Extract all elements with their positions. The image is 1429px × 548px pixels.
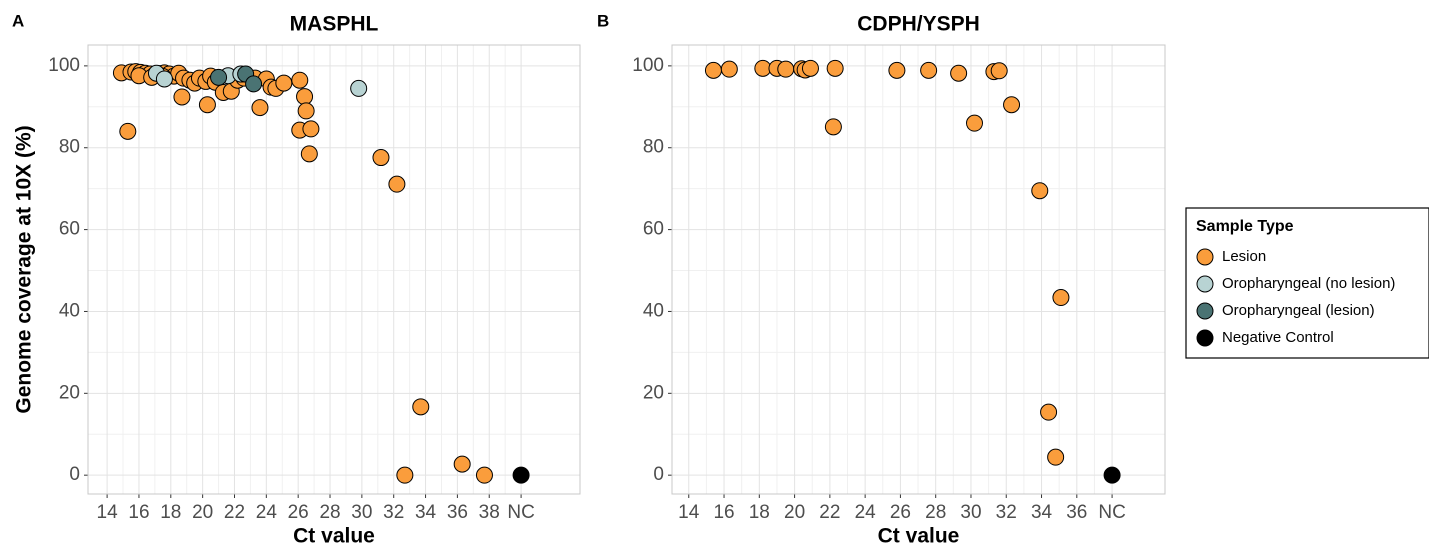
point (704, 61, 722, 79)
point (801, 59, 819, 77)
legend-label: Oropharyngeal (no lesion) (1222, 275, 1395, 292)
y-tick-label: 60 (59, 219, 80, 240)
point (1103, 466, 1121, 484)
legend-swatch (1196, 275, 1214, 293)
x-tick-label: 18 (160, 502, 181, 523)
y-tick-label: 60 (643, 219, 664, 240)
point (950, 64, 968, 82)
panel-label: A (12, 11, 24, 30)
x-tick-label: 28 (925, 502, 946, 523)
x-tick-label: 26 (288, 502, 309, 523)
legend-swatch (1196, 248, 1214, 266)
point (300, 145, 318, 163)
legend-label: Lesion (1222, 248, 1266, 265)
y-tick-label: 0 (653, 464, 664, 485)
y-tick-label: 40 (59, 300, 80, 321)
point (251, 99, 269, 117)
y-axis-label: Genome coverage at 10X (%) (13, 125, 36, 413)
x-tick-label: 24 (256, 502, 278, 523)
x-tick-label: 26 (890, 502, 911, 523)
legend-swatch (1196, 329, 1214, 347)
x-tick-label: 16 (713, 502, 734, 523)
point (350, 79, 368, 97)
point (372, 149, 390, 167)
point (826, 59, 844, 77)
point (1031, 182, 1049, 200)
legend-label: Oropharyngeal (lesion) (1222, 302, 1375, 319)
plot-border (671, 44, 1166, 495)
point (966, 114, 984, 132)
point (296, 88, 314, 106)
point (155, 70, 173, 88)
point (453, 455, 471, 473)
point (1003, 96, 1021, 114)
point (412, 398, 430, 416)
x-tick-label: 38 (479, 502, 500, 523)
x-tick-label: 32 (383, 502, 404, 523)
legend-title: Sample Type (1196, 218, 1294, 235)
point (396, 466, 414, 484)
x-tick-label: 32 (996, 502, 1017, 523)
point (1040, 403, 1058, 421)
point (777, 60, 795, 78)
x-tick-label: 22 (819, 502, 840, 523)
x-tick-label: 20 (192, 502, 213, 523)
y-tick-label: 40 (643, 300, 664, 321)
x-tick-label: NC (1098, 502, 1125, 523)
x-tick-label: NC (507, 502, 534, 523)
point (275, 74, 293, 92)
point (388, 175, 406, 193)
x-tick-label: 36 (1066, 502, 1087, 523)
x-axis-label: Ct value (293, 525, 375, 548)
x-tick-label: 34 (415, 502, 437, 523)
x-tick-label: 14 (678, 502, 700, 523)
point (754, 59, 772, 77)
y-tick-label: 100 (632, 55, 664, 76)
y-tick-label: 100 (48, 55, 80, 76)
x-tick-label: 18 (749, 502, 770, 523)
x-tick-label: 28 (319, 502, 340, 523)
legend-label: Negative Control (1222, 329, 1334, 346)
legend-swatch (1196, 302, 1214, 320)
x-tick-label: 30 (351, 502, 372, 523)
point (990, 62, 1008, 80)
y-tick-label: 80 (643, 137, 664, 158)
point (291, 71, 309, 89)
y-tick-label: 20 (59, 382, 80, 403)
x-tick-label: 30 (960, 502, 981, 523)
x-tick-label: 16 (128, 502, 149, 523)
x-tick-label: 20 (784, 502, 805, 523)
point (245, 75, 263, 93)
x-axis-label: Ct value (878, 525, 960, 548)
plot-border (87, 44, 581, 495)
point (210, 68, 228, 86)
x-tick-label: 24 (855, 502, 877, 523)
point (720, 60, 738, 78)
point (173, 88, 191, 106)
y-tick-label: 0 (69, 464, 80, 485)
point (475, 466, 493, 484)
x-tick-label: 36 (447, 502, 468, 523)
point (824, 118, 842, 136)
point (888, 61, 906, 79)
y-tick-label: 20 (643, 382, 664, 403)
x-tick-label: 22 (224, 502, 245, 523)
chart-title: MASPHL (290, 13, 379, 36)
point (198, 96, 216, 114)
legend-box (1185, 207, 1429, 359)
point (512, 466, 530, 484)
y-tick-label: 80 (59, 137, 80, 158)
x-tick-label: 34 (1031, 502, 1053, 523)
point (119, 122, 137, 140)
point (1047, 448, 1065, 466)
point (297, 102, 315, 120)
chart-title: CDPH/YSPH (857, 13, 980, 36)
point (302, 120, 320, 138)
point (920, 61, 938, 79)
panel-label: B (597, 11, 609, 30)
point (1052, 289, 1070, 307)
x-tick-label: 14 (97, 502, 119, 523)
